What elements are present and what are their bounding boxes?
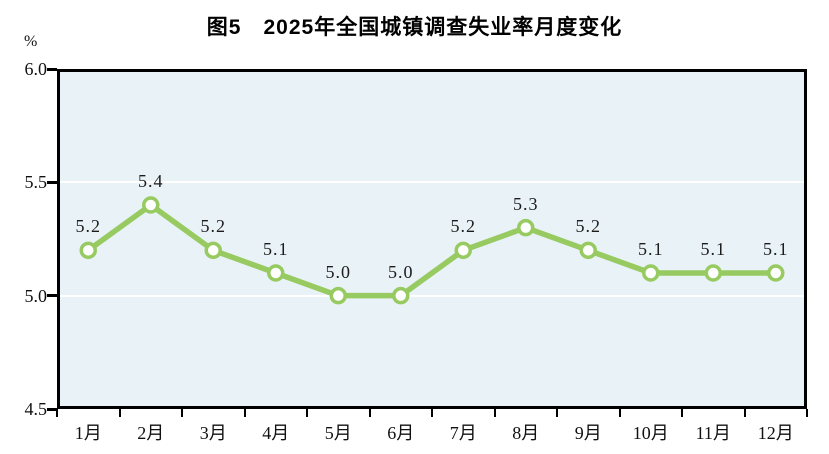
data-point-label: 5.3 — [513, 193, 539, 214]
data-point-label: 5.2 — [450, 216, 476, 237]
x-axis-label: 8月 — [512, 423, 540, 443]
data-point-label: 5.0 — [325, 261, 351, 282]
x-tick-mark — [243, 409, 246, 417]
x-axis-label: 10月 — [632, 423, 669, 443]
y-axis-unit-label: % — [24, 33, 38, 50]
y-tick-label: 6.0 — [24, 59, 48, 79]
data-point-label: 5.1 — [763, 239, 789, 259]
y-tick-label: 4.5 — [24, 399, 48, 419]
x-tick-mark — [368, 409, 371, 417]
x-tick-mark — [743, 409, 746, 417]
gridline — [60, 294, 804, 297]
x-tick-mark — [806, 409, 808, 417]
y-tick-mark — [47, 407, 57, 411]
x-tick-mark — [431, 409, 433, 417]
y-tick-mark — [47, 294, 57, 298]
data-point-label: 5.2 — [200, 216, 226, 237]
x-axis-label: 6月 — [387, 423, 415, 443]
y-tick-mark — [47, 180, 57, 184]
x-axis-label: 9月 — [574, 423, 602, 443]
data-point-label: 5.4 — [138, 171, 164, 191]
data-point-label: 5.1 — [263, 239, 289, 259]
x-axis-label: 4月 — [262, 423, 290, 443]
x-tick-mark — [181, 409, 183, 417]
x-tick-mark — [56, 409, 58, 417]
x-tick-mark — [118, 409, 121, 417]
data-point-label: 5.2 — [575, 216, 601, 237]
x-tick-mark — [681, 409, 683, 417]
x-axis-label: 7月 — [449, 423, 477, 443]
x-tick-mark — [618, 409, 621, 417]
x-axis-label: 5月 — [324, 423, 352, 443]
x-axis-label: 2月 — [137, 423, 165, 443]
data-point-label: 5.1 — [700, 239, 726, 259]
y-tick-mark — [47, 67, 57, 71]
x-axis-label: 1月 — [74, 423, 102, 443]
data-point-label: 5.1 — [638, 239, 664, 259]
y-tick-label: 5.0 — [24, 285, 48, 306]
x-tick-mark — [493, 409, 496, 417]
x-axis-label: 3月 — [199, 423, 227, 443]
data-point-label: 5.0 — [388, 261, 414, 282]
x-axis-label: 12月 — [757, 423, 794, 443]
y-tick-label: 5.5 — [24, 172, 48, 193]
x-axis-label: 11月 — [695, 423, 731, 443]
gridline — [60, 181, 804, 184]
data-point-label: 5.2 — [75, 216, 101, 237]
x-tick-mark — [556, 409, 558, 417]
x-tick-mark — [306, 409, 308, 417]
chart-title: 图5 2025年全国城镇调查失业率月度变化 — [206, 16, 623, 39]
